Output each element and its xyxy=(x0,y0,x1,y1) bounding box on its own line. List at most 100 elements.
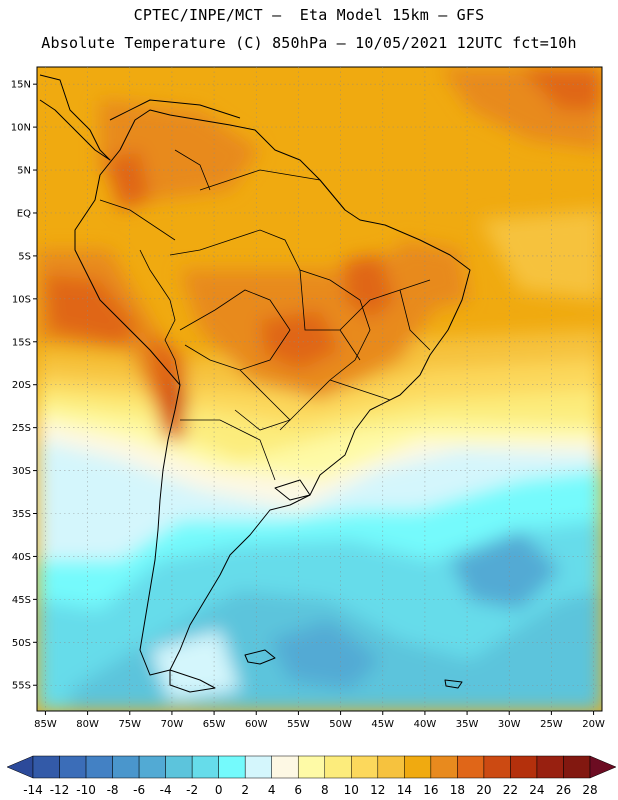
colorbar-box xyxy=(85,755,113,779)
caribbean-coast xyxy=(109,99,241,121)
temperature-field xyxy=(37,67,602,711)
graticule xyxy=(37,67,602,711)
colorbar-label: -2 xyxy=(186,783,198,797)
lon-label: 25W xyxy=(540,719,563,730)
colorbar-box xyxy=(297,755,326,779)
lat-label: 5N xyxy=(17,166,31,177)
colorbar-label: 10 xyxy=(344,783,359,797)
colorbar-label: 26 xyxy=(556,783,571,797)
lat-label: 5S xyxy=(18,251,31,262)
colorbar-label: -8 xyxy=(107,783,119,797)
border-venezuela xyxy=(174,149,211,191)
colorbar-label: 2 xyxy=(241,783,249,797)
south-america-outline xyxy=(74,109,471,676)
colorbar-label: 20 xyxy=(476,783,491,797)
colorbar-labels: -14 -12 -10 -8 -6 -4 -2 0 2 4 6 8 10 12 14 16 18 20 22 24 26… xyxy=(23,783,597,797)
lat-label: 10N xyxy=(11,123,31,134)
lat-label: 20S xyxy=(12,380,31,391)
lagoa-dos-patos xyxy=(274,479,311,501)
colorbar-box xyxy=(165,755,193,779)
colorbar-label: -10 xyxy=(76,783,96,797)
lon-label: 55W xyxy=(287,719,310,730)
lat-label: 15N xyxy=(11,80,31,91)
border-brazil-north xyxy=(199,169,346,211)
colorbar-label: 8 xyxy=(321,783,329,797)
colorbar-box xyxy=(32,755,60,779)
lat-label: 25S xyxy=(12,423,31,434)
field-warm-brazil-core xyxy=(345,255,395,320)
colorbar-label: 14 xyxy=(397,783,412,797)
colorbar-box xyxy=(138,755,166,779)
lon-label: 70W xyxy=(161,719,184,730)
lat-label: 55S xyxy=(12,681,31,692)
longitude-labels: 85W 80W 75W 70W 65W 60W 55W 50W 45W 40W 35W 30W 25W 2… xyxy=(34,711,605,730)
border-paraguay xyxy=(234,369,291,431)
colorbar-box xyxy=(244,755,272,779)
colorbar-label: -4 xyxy=(160,783,172,797)
map-frame xyxy=(36,66,603,712)
colorbar-box xyxy=(351,755,379,779)
colorbar-box xyxy=(483,755,511,779)
lat-label: 10S xyxy=(12,294,31,305)
lon-label: 65W xyxy=(203,719,226,730)
colorbar-label: 16 xyxy=(423,783,438,797)
lat-label: 35S xyxy=(12,509,31,520)
field-band-m4b xyxy=(450,530,560,610)
lon-label: 20W xyxy=(582,719,605,730)
field-warm-caribbean-core xyxy=(520,67,602,110)
lon-label: 45W xyxy=(371,719,394,730)
colorbar-box xyxy=(218,755,246,779)
border-argentina xyxy=(180,419,276,481)
colorbar-box xyxy=(404,755,432,779)
lat-label: 30S xyxy=(12,466,31,477)
colorbar-label: 22 xyxy=(503,783,518,797)
colorbar-label: 18 xyxy=(450,783,465,797)
colorbar-min-arrow xyxy=(6,755,34,779)
border-andes xyxy=(139,249,181,386)
lat-label: 50S xyxy=(12,638,31,649)
colorbar-box xyxy=(191,755,219,779)
lat-label: 45S xyxy=(12,595,31,606)
lon-label: 35W xyxy=(456,719,479,730)
field-cool-atlantic-north xyxy=(480,210,602,300)
map-title: CPTEC/INPE/MCT – Eta Model 15km – GFS xyxy=(133,6,485,24)
colorbar-box xyxy=(112,755,140,779)
lon-label: 60W xyxy=(245,719,268,730)
border-peru-colombia xyxy=(99,199,176,241)
colorbar-label: 24 xyxy=(529,783,544,797)
lat-label: 15S xyxy=(12,337,31,348)
field-warm-colombia xyxy=(105,150,150,210)
colorbar-label: 6 xyxy=(294,783,302,797)
colorbar-box xyxy=(563,755,591,779)
colorbar-box xyxy=(59,755,87,779)
latitude-labels: 15N 10N 5N EQ 5S 10S 15S 20S 25S 30S 35S 40S 45S 50S 5… xyxy=(11,80,37,692)
colorbar-label: 12 xyxy=(370,783,385,797)
lon-label: 75W xyxy=(118,719,141,730)
colorbar-label: 4 xyxy=(268,783,276,797)
field-band-m4 xyxy=(270,620,380,690)
colorbar-box xyxy=(430,755,458,779)
colorbar-label: -14 xyxy=(23,783,43,797)
colorbar-box xyxy=(536,755,564,779)
colorbar-box xyxy=(324,755,352,779)
falklands xyxy=(244,649,276,665)
colorbar-box xyxy=(271,755,299,779)
colorbar xyxy=(6,755,617,779)
border-brazil-states xyxy=(299,269,431,401)
colorbar-box xyxy=(457,755,485,779)
field-warm-interior-core xyxy=(260,310,340,370)
lon-label: 40W xyxy=(414,719,437,730)
colorbar-box xyxy=(377,755,405,779)
lon-label: 85W xyxy=(34,719,57,730)
lon-label: 50W xyxy=(329,719,352,730)
lat-label: 40S xyxy=(12,552,31,563)
colorbar-max-arrow xyxy=(589,755,617,779)
south-georgia xyxy=(444,679,463,689)
border-bolivia xyxy=(179,289,291,371)
colorbar-label: -12 xyxy=(50,783,70,797)
colorbar-label: 28 xyxy=(582,783,597,797)
central-america-outline xyxy=(39,74,111,161)
field-cool-south-patagonia xyxy=(150,630,240,700)
field-warm-northeast xyxy=(400,240,470,310)
